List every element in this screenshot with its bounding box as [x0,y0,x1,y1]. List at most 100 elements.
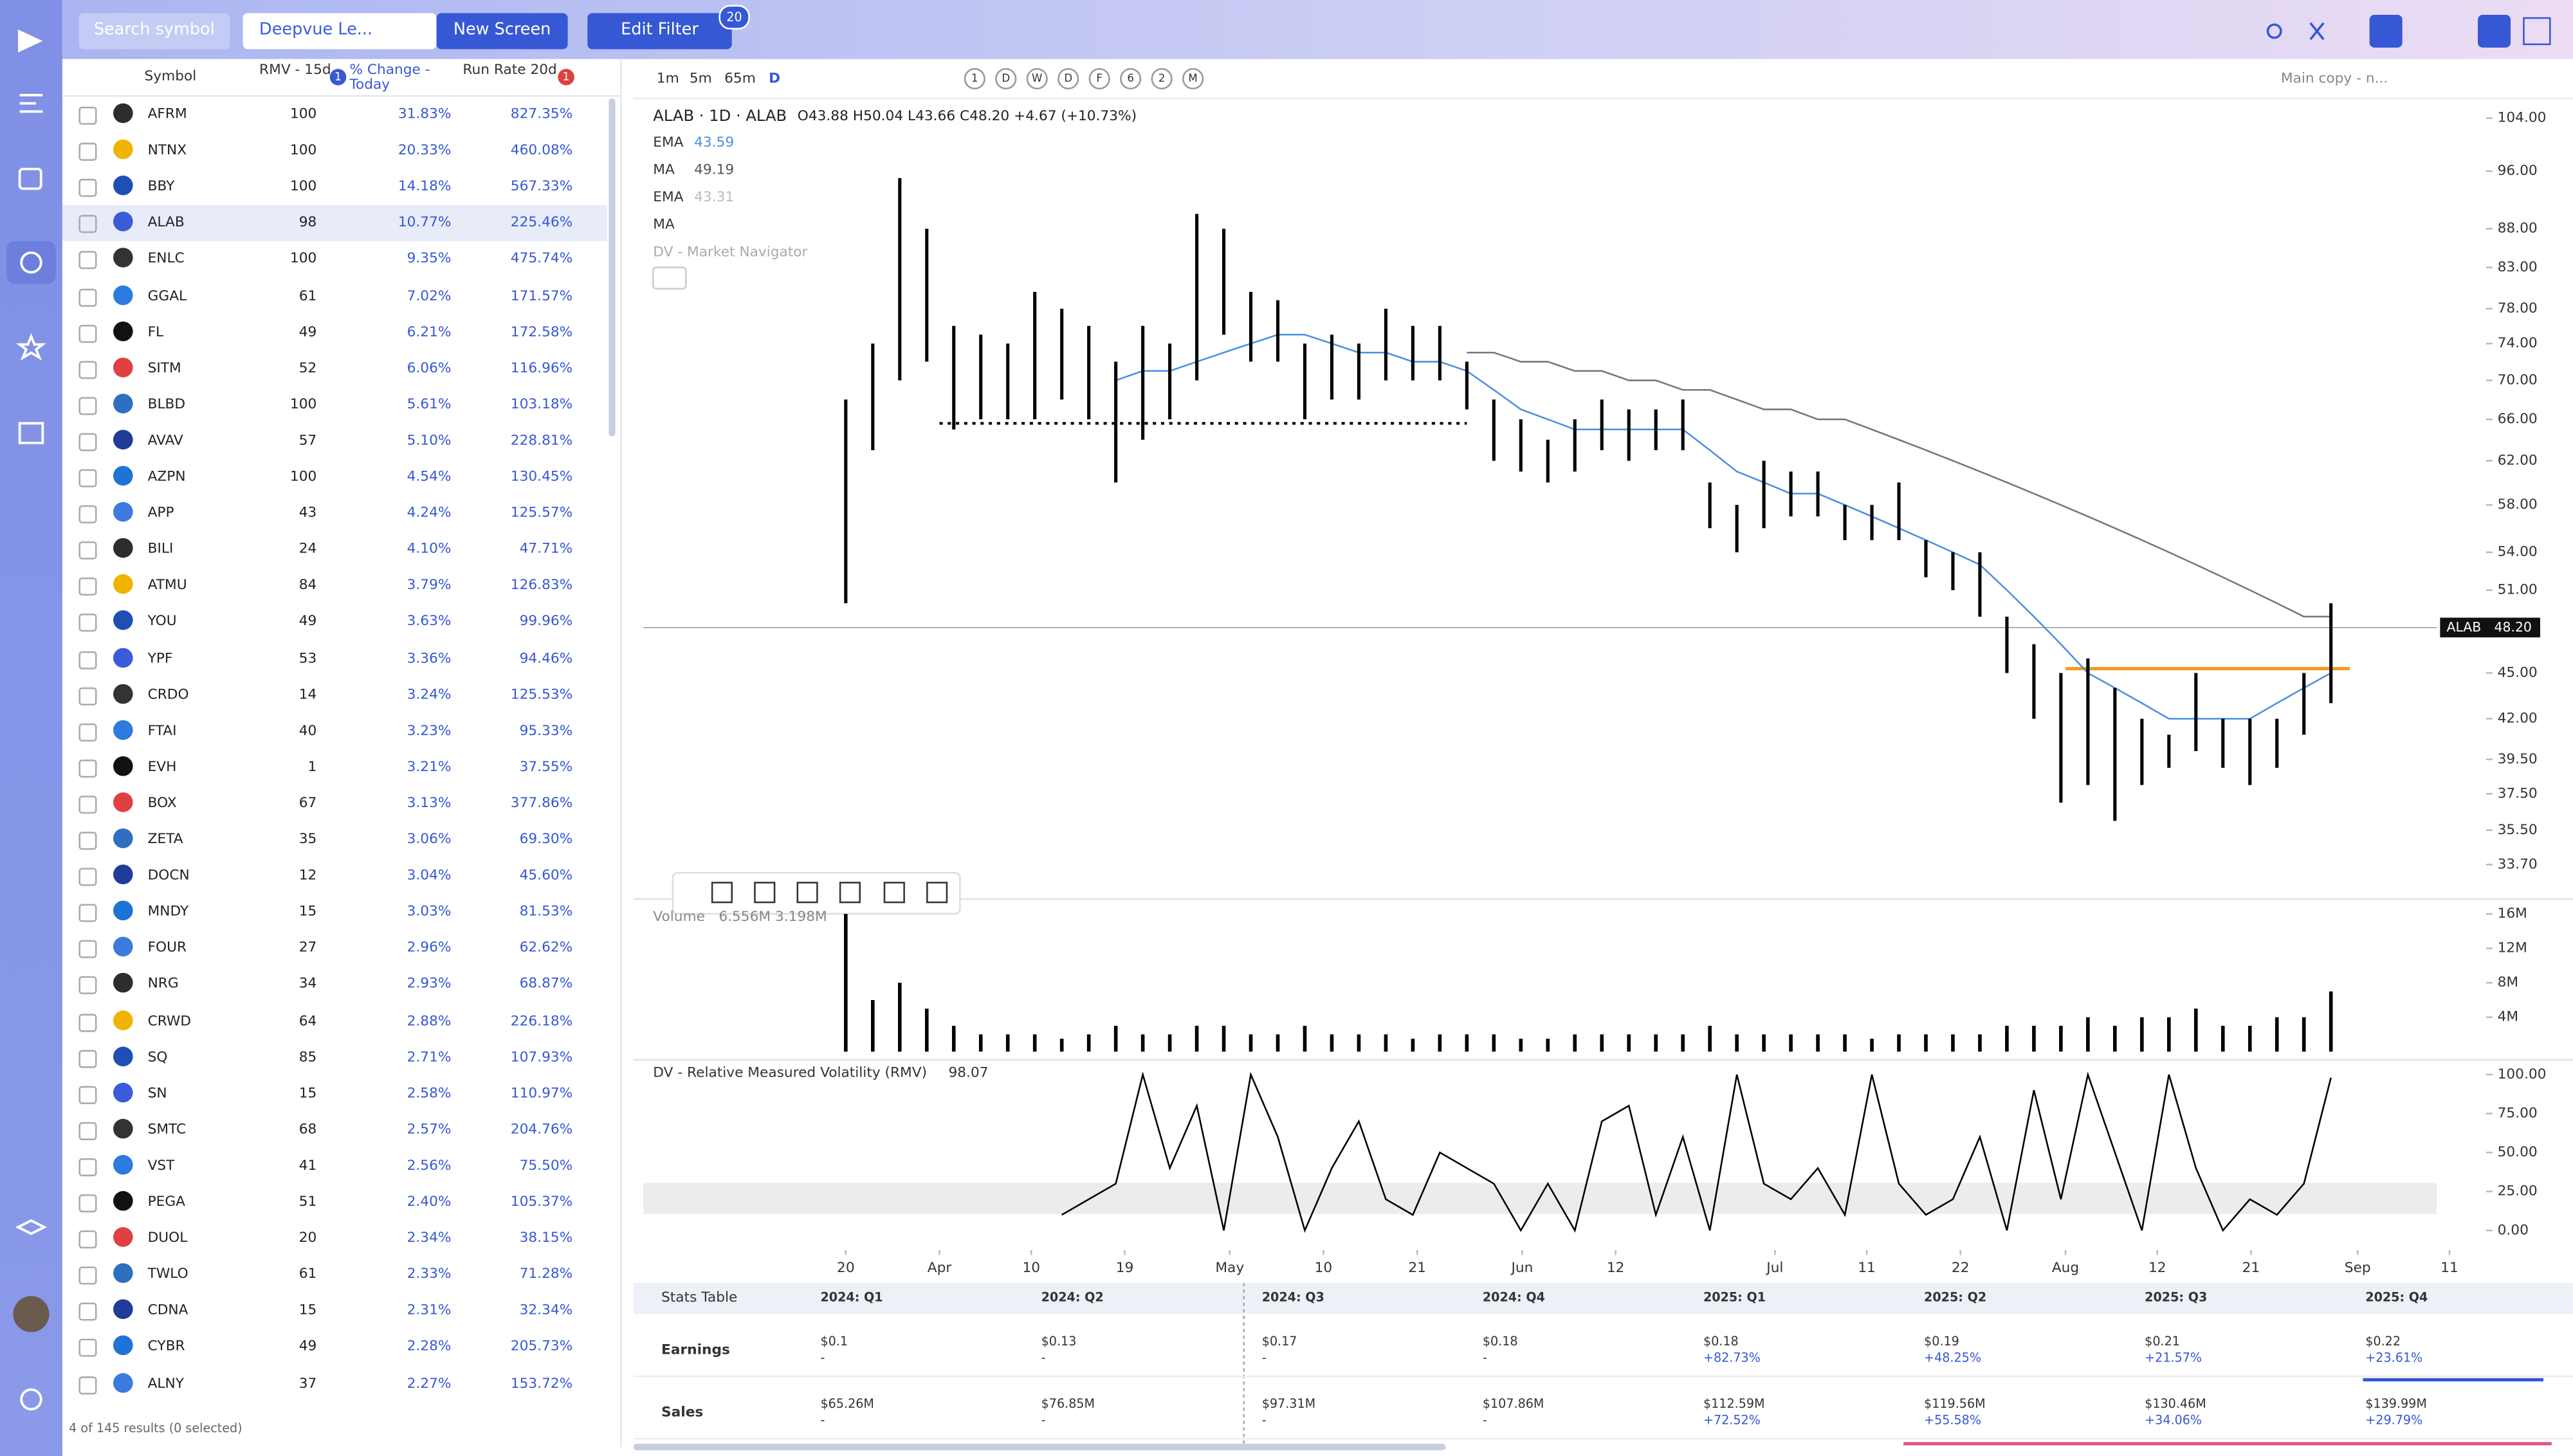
watchlist-row[interactable]: ALNY 37 2.27% 153.72% [62,1366,607,1402]
edit-filter-button[interactable]: Edit Filter [587,13,732,50]
drawing-tool[interactable] [711,882,733,904]
watchlist-row[interactable]: CRDO 14 3.24% 125.53% [62,677,607,713]
star-icon[interactable] [15,332,47,361]
watchlist-row[interactable]: FL 49 6.21% 172.58% [62,314,607,350]
watchlist-row[interactable]: FTAI 40 3.23% 95.33% [62,713,607,749]
video-icon[interactable] [18,422,44,444]
drawing-tool[interactable] [839,882,861,904]
period-option[interactable]: 6 [1127,72,1134,84]
row-checkbox[interactable] [78,1230,97,1249]
watchlist-row[interactable]: NRG 34 2.93% 68.87% [62,967,607,1003]
column-header[interactable]: Symbol [144,69,197,86]
row-checkbox[interactable] [78,759,97,778]
row-checkbox[interactable] [78,1158,97,1176]
row-checkbox[interactable] [78,287,97,306]
watchlist-row[interactable]: VST 41 2.56% 75.50% [62,1148,607,1184]
row-checkbox[interactable] [78,324,97,343]
period-option[interactable]: D [1002,72,1010,84]
watchlist-row[interactable]: ATMU 84 3.79% 126.83% [62,568,607,604]
row-checkbox[interactable] [78,143,97,161]
watchlist-row[interactable]: MNDY 15 3.03% 81.53% [62,895,607,931]
period-option[interactable]: F [1096,72,1103,84]
share-icon[interactable] [2266,23,2282,39]
watchlist-row[interactable]: CYBR 49 2.28% 205.73% [62,1329,607,1365]
watchlist-row[interactable]: DOCN 12 3.04% 45.60% [62,858,607,894]
interval-option[interactable]: 1m [657,70,679,86]
row-checkbox[interactable] [78,578,97,596]
row-checkbox[interactable] [78,904,97,923]
watchlist-row[interactable]: AZPN 100 4.54% 130.45% [62,459,607,495]
x-icon[interactable] [2309,22,2325,41]
watchlist-row[interactable]: NTNX 100 20.33% 460.08% [62,133,607,169]
watchlist-row[interactable]: FOUR 27 2.96% 62.62% [62,931,607,967]
drawing-tool[interactable] [754,882,776,904]
new-screen-button[interactable]: New Screen [436,13,568,50]
column-header[interactable]: RMV - 15d [259,62,331,79]
watchlist-row[interactable]: GGAL 61 7.02% 171.57% [62,278,607,314]
row-checkbox[interactable] [78,179,97,197]
row-checkbox[interactable] [78,650,97,669]
row-checkbox[interactable] [78,433,97,451]
watchlist-row[interactable]: SQ 85 2.71% 107.93% [62,1039,607,1075]
row-checkbox[interactable] [78,1085,97,1104]
column-header[interactable]: % Change - Today [349,62,430,94]
watchlist-row[interactable]: ALAB 98 10.77% 225.46% [62,205,607,242]
row-checkbox[interactable] [78,396,97,415]
period-option[interactable]: M [1188,72,1197,84]
row-checkbox[interactable] [78,1122,97,1140]
watchlist-row[interactable]: YPF 53 3.36% 94.46% [62,641,607,677]
interval-option[interactable]: 65m [724,70,756,86]
row-checkbox[interactable] [78,505,97,524]
row-checkbox[interactable] [78,1049,97,1068]
row-checkbox[interactable] [78,469,97,487]
layout-icon[interactable] [18,167,42,190]
row-checkbox[interactable] [78,1303,97,1322]
screen-select[interactable]: Deepvue Le... [243,13,437,50]
watchlist-row[interactable]: AFRM 100 31.83% 827.35% [62,97,607,133]
learn-icon[interactable] [15,1219,48,1235]
drawing-tool[interactable] [926,882,948,904]
watchlist-row[interactable]: CRWD 64 2.88% 226.18% [62,1003,607,1039]
row-checkbox[interactable] [78,215,97,233]
row-checkbox[interactable] [78,1339,97,1358]
row-checkbox[interactable] [78,251,97,270]
period-option[interactable]: 2 [1158,72,1166,84]
watchlist-row[interactable]: EVH 1 3.21% 37.55% [62,749,607,785]
row-checkbox[interactable] [78,360,97,379]
watchlist-row[interactable]: SITM 52 6.06% 116.96% [62,350,607,387]
period-option[interactable]: 1 [971,72,978,84]
watchlist-row[interactable]: TWLO 61 2.33% 71.28% [62,1257,607,1293]
watchlist-row[interactable]: SMTC 68 2.57% 204.76% [62,1112,607,1148]
active-tab[interactable] [6,241,56,284]
search-button[interactable]: Search symbol [78,13,230,50]
drawing-tool[interactable] [796,882,818,904]
watchlist-row[interactable]: CDNA 15 2.31% 32.34% [62,1293,607,1329]
row-checkbox[interactable] [78,1266,97,1285]
avatar[interactable] [13,1296,50,1333]
watchlist-row[interactable]: ENLC 100 9.35% 475.74% [62,242,607,278]
collapse-button[interactable] [652,266,687,290]
interval-option[interactable]: D [769,70,780,86]
chart-toggle[interactable] [2369,14,2403,48]
period-option[interactable]: W [1032,72,1042,84]
row-checkbox[interactable] [78,723,97,742]
watchlist-row[interactable]: ZETA 35 3.06% 69.30% [62,822,607,858]
row-checkbox[interactable] [78,106,97,125]
row-checkbox[interactable] [78,541,97,560]
watchlist-row[interactable]: AVAV 57 5.10% 228.81% [62,423,607,459]
menu-icon[interactable] [19,94,43,113]
drawing-tool[interactable] [883,882,905,904]
watchlist-row[interactable]: APP 43 4.24% 125.57% [62,496,607,532]
row-checkbox[interactable] [78,976,97,995]
help-icon[interactable] [20,1388,42,1411]
watchlist-row[interactable]: YOU 49 3.63% 99.96% [62,605,607,641]
row-checkbox[interactable] [78,1376,97,1394]
watchlist-row[interactable]: BLBD 100 5.61% 103.18% [62,387,607,423]
grid-toggle[interactable] [2523,17,2551,46]
row-checkbox[interactable] [78,868,97,886]
row-checkbox[interactable] [78,1013,97,1032]
row-checkbox[interactable] [78,940,97,959]
row-checkbox[interactable] [78,1194,97,1213]
row-checkbox[interactable] [78,795,97,814]
watchlist-row[interactable]: PEGA 51 2.40% 105.37% [62,1185,607,1221]
